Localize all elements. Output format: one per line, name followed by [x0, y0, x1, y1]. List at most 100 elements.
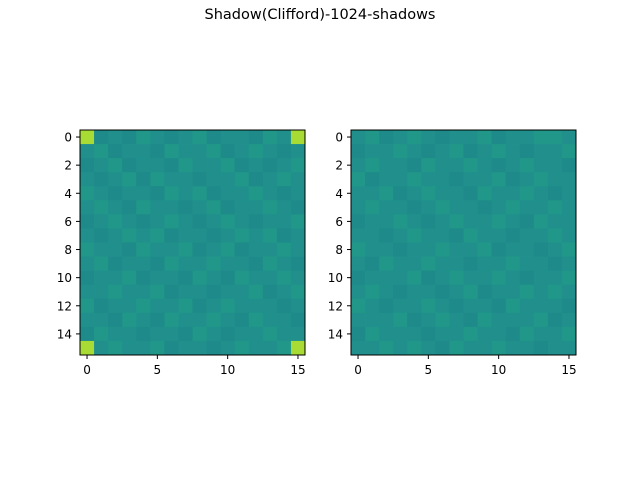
- heatmap-cell: [365, 172, 380, 187]
- heatmap-cell: [449, 200, 464, 215]
- heatmap-cell: [365, 284, 380, 300]
- heatmap-cell: [108, 130, 123, 145]
- heatmap-cell: [248, 214, 264, 229]
- heatmap-cell: [379, 256, 394, 272]
- heatmap-cell: [248, 172, 264, 187]
- heatmap-cell: [164, 130, 179, 145]
- heatmap-cell: [463, 172, 478, 187]
- heatmap-cell: [192, 340, 207, 356]
- heatmap-cell: [248, 312, 264, 328]
- heatmap-cell: [421, 144, 436, 159]
- heatmap-cell: [80, 284, 95, 300]
- heatmap-cell: [477, 158, 493, 173]
- heatmap-cell: [136, 270, 151, 286]
- heatmap-cell: [276, 228, 292, 243]
- heatmap-cell: [206, 158, 222, 173]
- heatmap-cell: [136, 326, 151, 342]
- heatmap-cell: [435, 340, 450, 356]
- heatmap-cell: [94, 172, 109, 187]
- heatmap-cell: [435, 284, 450, 300]
- heatmap-cell: [94, 242, 109, 257]
- heatmap-cell: [393, 200, 408, 215]
- heatmap-cell: [365, 214, 380, 229]
- heatmap-cell: [561, 284, 577, 300]
- heatmap-cell: [407, 242, 422, 257]
- heatmap-cell: [463, 214, 478, 229]
- heatmap-cell: [262, 284, 278, 300]
- heatmap-cell: [248, 200, 264, 215]
- heatmap-cell: [519, 200, 535, 215]
- heatmap-cell: [164, 340, 179, 356]
- heatmap-cell: [262, 172, 278, 187]
- heatmap-cell: [393, 158, 408, 173]
- heatmap-cell: [379, 270, 394, 286]
- heatmap-cell: [547, 326, 563, 342]
- heatmap-cell: [547, 158, 563, 173]
- heatmap-cell: [351, 130, 366, 145]
- heatmap-cell: [178, 158, 193, 173]
- heatmap-cell: [220, 158, 236, 173]
- heatmap-cell: [491, 284, 507, 300]
- heatmap-cell: [435, 172, 450, 187]
- heatmap-cell: [108, 200, 123, 215]
- heatmap-cell: [365, 186, 380, 201]
- heatmap-cell: [108, 242, 123, 257]
- heatmap-cell: [234, 130, 250, 145]
- heatmap-cell: [164, 326, 179, 342]
- heatmap-cell: [561, 130, 577, 145]
- heatmap-cell: [561, 326, 577, 342]
- heatmap-cell: [192, 214, 207, 229]
- heatmap-cell: [519, 158, 535, 173]
- heatmap-cell: [136, 158, 151, 173]
- heatmap-cell: [122, 130, 137, 145]
- heatmap-cell: [290, 256, 306, 272]
- heatmap-cell: [351, 242, 366, 257]
- heatmap-cell: [276, 130, 292, 145]
- heatmap-cell: [449, 270, 464, 286]
- heatmap-cell: [351, 340, 366, 356]
- heatmap-cell: [290, 158, 306, 173]
- heatmap-cell: [351, 298, 366, 314]
- heatmap-cell: [234, 326, 250, 342]
- heatmap-cell: [290, 298, 306, 314]
- heatmap-cell: [178, 242, 193, 257]
- heatmap-cell: [206, 242, 222, 257]
- heatmap-cell: [164, 158, 179, 173]
- heatmap-cell: [393, 312, 408, 328]
- heatmap-cell: [491, 186, 507, 201]
- heatmap-cell: [393, 298, 408, 314]
- heatmap-cell: [547, 340, 563, 356]
- heatmap-cell: [449, 228, 464, 243]
- heatmap-cell: [407, 172, 422, 187]
- heatmap-cell: [463, 340, 478, 356]
- heatmap-cell: [491, 242, 507, 257]
- heatmap-cell: [234, 242, 250, 257]
- heatmap-cell: [407, 144, 422, 159]
- heatmap-cell: [178, 130, 193, 145]
- heatmap-cell: [150, 284, 165, 300]
- heatmap-cell: [108, 186, 123, 201]
- heatmap-cell: [407, 284, 422, 300]
- heatmap-cell: [533, 214, 549, 229]
- heatmap-panel-1: 0 5 10 15 0 2 4 6 8 10 12 14: [57, 129, 306, 377]
- heatmap-cell: [505, 228, 521, 243]
- heatmap-cell: [276, 144, 292, 159]
- heatmap-cell: [351, 312, 366, 328]
- heatmap-cell: [262, 340, 278, 356]
- heatmap-cell: [164, 284, 179, 300]
- heatmap-cell: [491, 256, 507, 272]
- heatmap-cell: [248, 158, 264, 173]
- heatmap-cell: [365, 298, 380, 314]
- heatmap-cell: [561, 214, 577, 229]
- heatmap-cell: [248, 298, 264, 314]
- heatmap-cell: [519, 256, 535, 272]
- heatmap-cell: [351, 270, 366, 286]
- heatmap-cell: [234, 158, 250, 173]
- heatmap-cell: [94, 256, 109, 272]
- heatmap-cell: [290, 326, 306, 342]
- heatmap-cell: [206, 186, 222, 201]
- heatmap-cell: [178, 284, 193, 300]
- heatmap-cell: [477, 186, 493, 201]
- heatmap-cell: [393, 172, 408, 187]
- heatmap-cell: [477, 270, 493, 286]
